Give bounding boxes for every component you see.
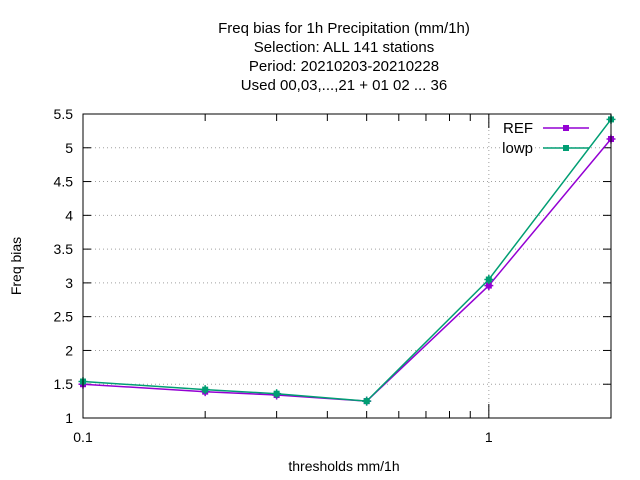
axis-ticks [82, 113, 612, 419]
data-point-lowp [272, 389, 282, 399]
series-line-REF [82, 138, 612, 402]
y-tick-label: 2 [65, 342, 73, 358]
y-tick-label: 5 [65, 140, 73, 156]
data-point-lowp [484, 275, 494, 285]
y-tick-label: 3 [65, 275, 73, 291]
y-axis-label: Freq bias [8, 237, 24, 295]
x-axis-label: thresholds mm/1h [288, 458, 399, 474]
legend-marker-lowp [563, 145, 569, 151]
title-line-3: Period: 20210203-20210228 [249, 58, 439, 75]
x-tick-label: 1 [485, 429, 493, 445]
legend-marker-REF [563, 125, 569, 131]
legend-label-REF: REF [503, 120, 533, 137]
y-tick-label: 3.5 [54, 241, 74, 257]
y-tick-label: 1.5 [54, 376, 74, 392]
series-line-lowp [82, 118, 612, 402]
plot-frame [82, 113, 612, 419]
data-point-lowp [200, 385, 210, 395]
series-group [78, 114, 616, 406]
y-tick-label: 4.5 [54, 174, 74, 190]
chart-title: Freq bias for 1h Precipitation (mm/1h) S… [218, 20, 470, 94]
legend-label-lowp: lowp [502, 140, 533, 157]
y-tick-label: 1 [65, 410, 73, 426]
y-tick-label: 2.5 [54, 309, 74, 325]
x-tick-label: 0.1 [73, 429, 93, 445]
data-point-lowp [362, 396, 372, 406]
title-line-4: Used 00,03,...,21 + 01 02 ... 36 [241, 77, 447, 94]
legend: REF lowp [502, 120, 589, 157]
tick-labels: 11.522.533.544.555.50.1 1 [54, 106, 493, 445]
y-tick-label: 4 [65, 207, 73, 223]
grid [83, 114, 611, 418]
title-line-2: Selection: ALL 141 stations [254, 39, 434, 56]
y-tick-label: 5.5 [54, 106, 74, 122]
title-line-1: Freq bias for 1h Precipitation (mm/1h) [218, 20, 470, 37]
